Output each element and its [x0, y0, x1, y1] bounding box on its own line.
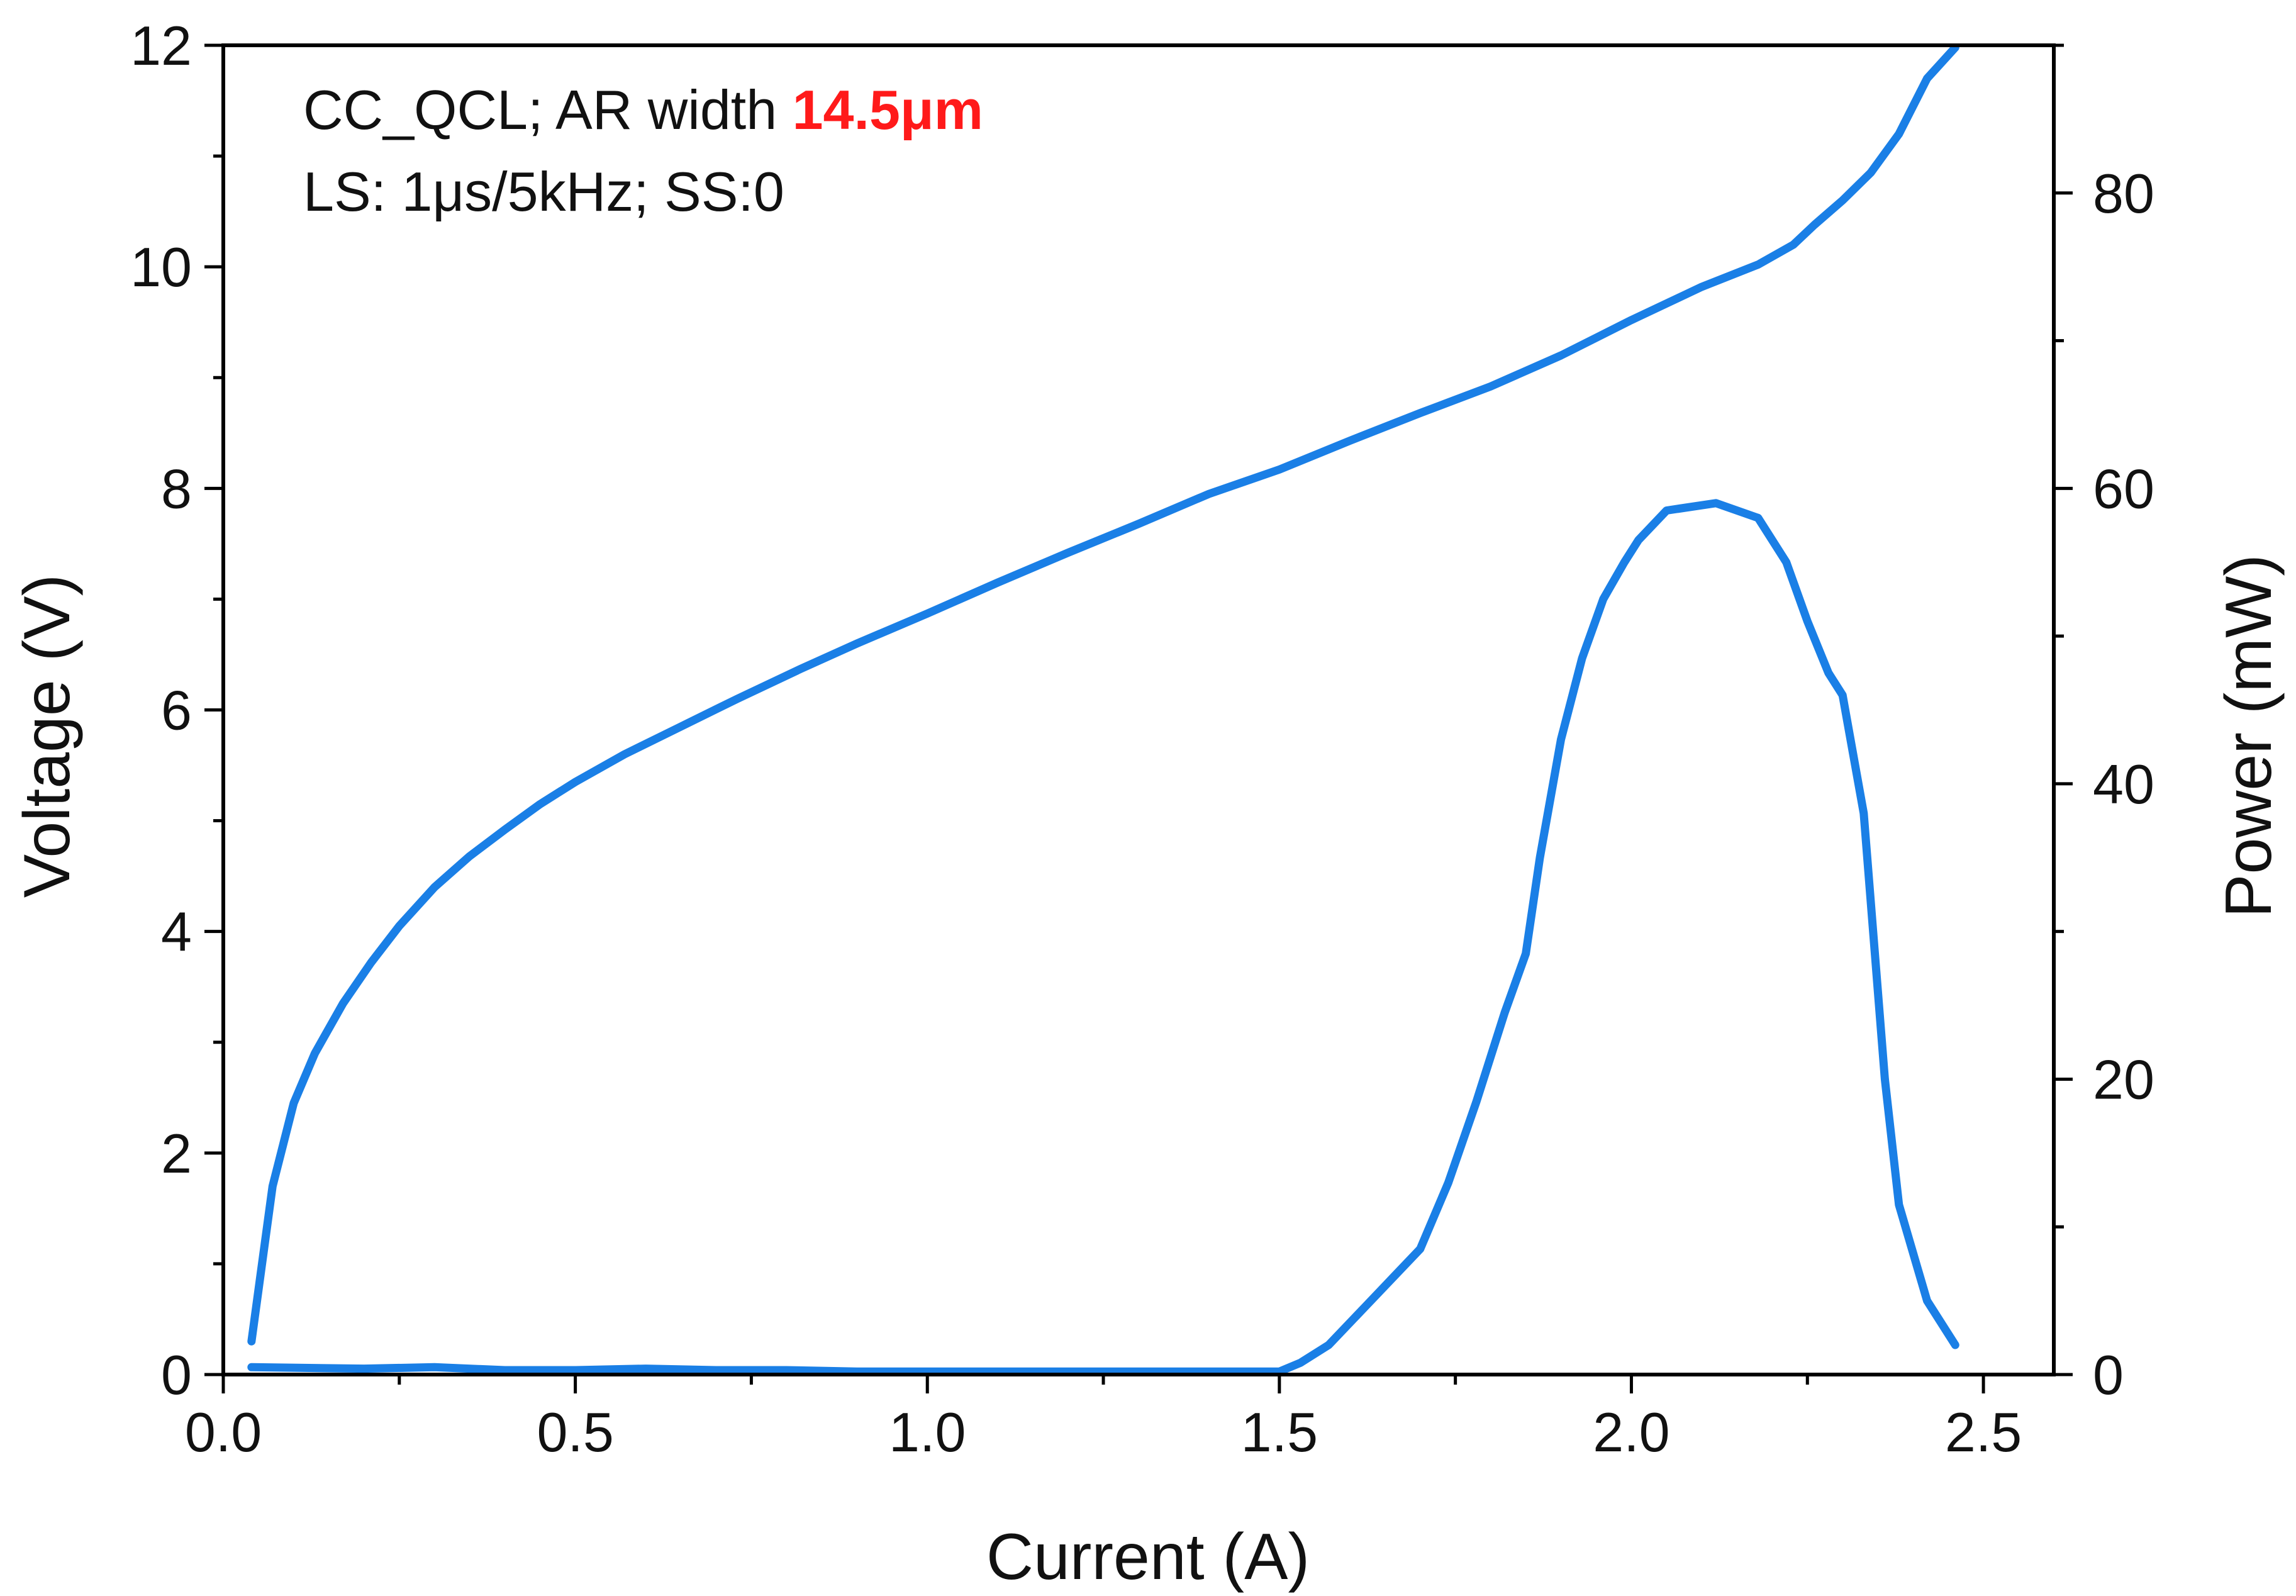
- y2-tick-label: 80: [2093, 162, 2154, 225]
- y2-tick-label: 20: [2093, 1048, 2154, 1110]
- y-tick-label: 4: [161, 901, 192, 963]
- annotation-device: CC_QCL; AR width: [303, 79, 793, 141]
- y-tick-label: 10: [130, 236, 192, 298]
- y2-tick-label: 40: [2093, 753, 2154, 815]
- plot-frame: [221, 43, 2056, 1376]
- x-axis-title: Current (A): [986, 1521, 1310, 1593]
- x-tick-label: 0.0: [185, 1401, 262, 1463]
- y2-tick-label: 60: [2093, 457, 2154, 520]
- x-tick-label: 2.0: [1593, 1401, 1669, 1463]
- x-tick-label: 0.5: [537, 1401, 613, 1463]
- series-line-voltage: [247, 43, 1959, 1346]
- series-line-power: [247, 499, 1959, 1376]
- y-tick-label: 0: [161, 1344, 192, 1406]
- x-tick-label: 1.0: [889, 1401, 966, 1463]
- series-layer: [247, 43, 1959, 1376]
- annotation-line-1: CC_QCL; AR width 14.5μm: [303, 79, 983, 141]
- x-tick-label: 2.5: [1945, 1401, 2022, 1463]
- annotation-width-highlight: 14.5μm: [793, 79, 983, 141]
- y-tick-label: 12: [130, 14, 192, 77]
- y2-tick-label: 0: [2093, 1344, 2124, 1406]
- y2-axis-title: Power (mW): [2212, 554, 2285, 918]
- y-axis-title: Voltage (V): [11, 574, 84, 898]
- annotation-line-2: LS: 1μs/5kHz; SS:0: [303, 160, 784, 223]
- y-tick-label: 6: [161, 679, 192, 742]
- y-tick-label: 8: [161, 457, 192, 520]
- y-tick-label: 2: [161, 1122, 192, 1185]
- tick-labels: 0.0 0.5 1.0 1.5 2.0 2.5 0 2 4 6 8 10 12 0 20 40 60 80: [130, 14, 2154, 1463]
- x-tick-label: 1.5: [1241, 1401, 1318, 1463]
